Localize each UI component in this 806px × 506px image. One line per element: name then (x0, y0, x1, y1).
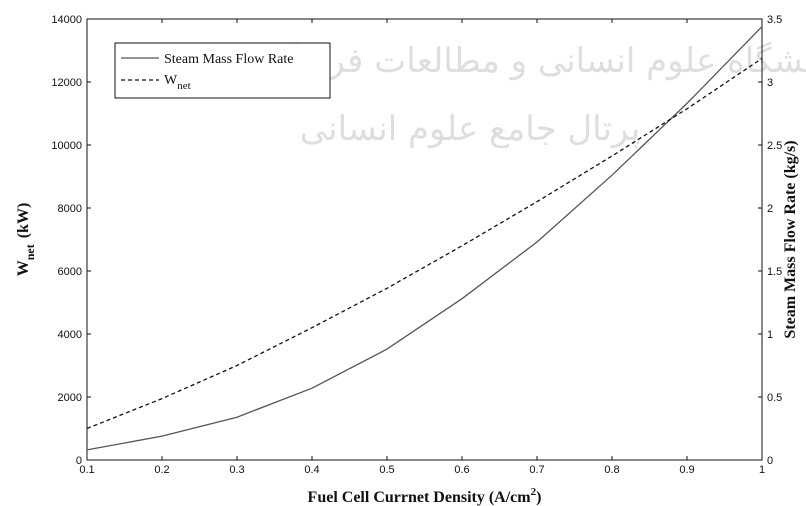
x-axis-label: Fuel Cell Currnet Density (A/cm2) (308, 486, 542, 506)
right-y-tick-label: 1 (767, 329, 773, 341)
left-y-axis-ticks: 0 2000 4000 6000 8000 10000 12000 14000 (51, 14, 91, 467)
x-tick-label: 0.1 (79, 464, 94, 476)
x-tick-label: 0.3 (229, 464, 244, 476)
watermark-text-line-2: پرتال جامع علوم انسانی (300, 109, 640, 149)
left-y-tick-label: 0 (76, 455, 82, 467)
left-y-axis-label: Wnet (kW) (15, 203, 37, 277)
left-y-tick-label: 2000 (58, 392, 82, 404)
right-y-tick-label: 0.5 (767, 392, 782, 404)
right-y-tick-label: 3.5 (767, 14, 782, 26)
right-y-tick-label: 1.5 (767, 266, 782, 278)
left-y-axis-label-main: W (15, 260, 32, 276)
x-axis-ticks: 0.1 0.2 0.3 0.4 0.5 0.6 0.7 0.8 0.9 1 (79, 19, 765, 476)
left-y-tick-label: 10000 (51, 140, 82, 152)
left-y-tick-label: 8000 (58, 203, 82, 215)
x-tick-label: 1 (759, 464, 765, 476)
legend-label-steam: Steam Mass Flow Rate (164, 52, 294, 67)
x-axis-label-superscript: 2 (531, 486, 537, 498)
legend-label-wnet-sub: net (177, 80, 190, 92)
left-y-tick-label: 12000 (51, 77, 82, 89)
x-tick-label: 0.2 (154, 464, 169, 476)
series-line-steam-mass-flow-rate (86, 26, 763, 451)
left-y-tick-label: 4000 (58, 329, 82, 341)
x-axis-label-end: ) (536, 489, 541, 506)
right-y-tick-label: 3 (767, 77, 773, 89)
legend: Steam Mass Flow Rate Wnet (114, 42, 331, 99)
plot-area-frame (86, 18, 763, 461)
x-tick-label: 0.7 (529, 464, 544, 476)
right-y-tick-label: 2 (767, 203, 773, 215)
x-axis-label-main: Fuel Cell Currnet Density (A/cm (308, 489, 532, 506)
right-y-tick-label: 0 (767, 455, 773, 467)
series-layer (86, 26, 763, 451)
left-y-tick-label: 6000 (58, 266, 82, 278)
left-y-axis-label-subscript: net (23, 244, 37, 260)
right-y-axis-label: Steam Mass Flow Rate (kg/s) (782, 140, 799, 338)
right-y-axis-ticks: 0 0.5 1 1.5 2 2.5 3 3.5 (758, 14, 782, 467)
x-tick-label: 0.5 (379, 464, 394, 476)
x-tick-label: 0.8 (604, 464, 619, 476)
legend-label-wnet-main: W (164, 73, 178, 88)
legend-box (114, 42, 331, 99)
left-y-tick-label: 14000 (51, 14, 82, 26)
series-line-wnet (86, 57, 763, 430)
x-tick-label: 0.4 (304, 464, 319, 476)
right-y-tick-label: 2.5 (767, 140, 782, 152)
watermark-text-line-1: پژوهشگاه علوم انسانی و مطالعات فرهنگی (253, 41, 806, 81)
x-tick-label: 0.9 (679, 464, 694, 476)
watermark-logo: پژوهشگاه علوم انسانی و مطالعات فرهنگی پر… (253, 41, 806, 149)
left-y-axis-label-unit: (kW) (15, 203, 32, 239)
x-tick-label: 0.6 (454, 464, 469, 476)
legend-label-wnet: Wnet (164, 73, 191, 92)
